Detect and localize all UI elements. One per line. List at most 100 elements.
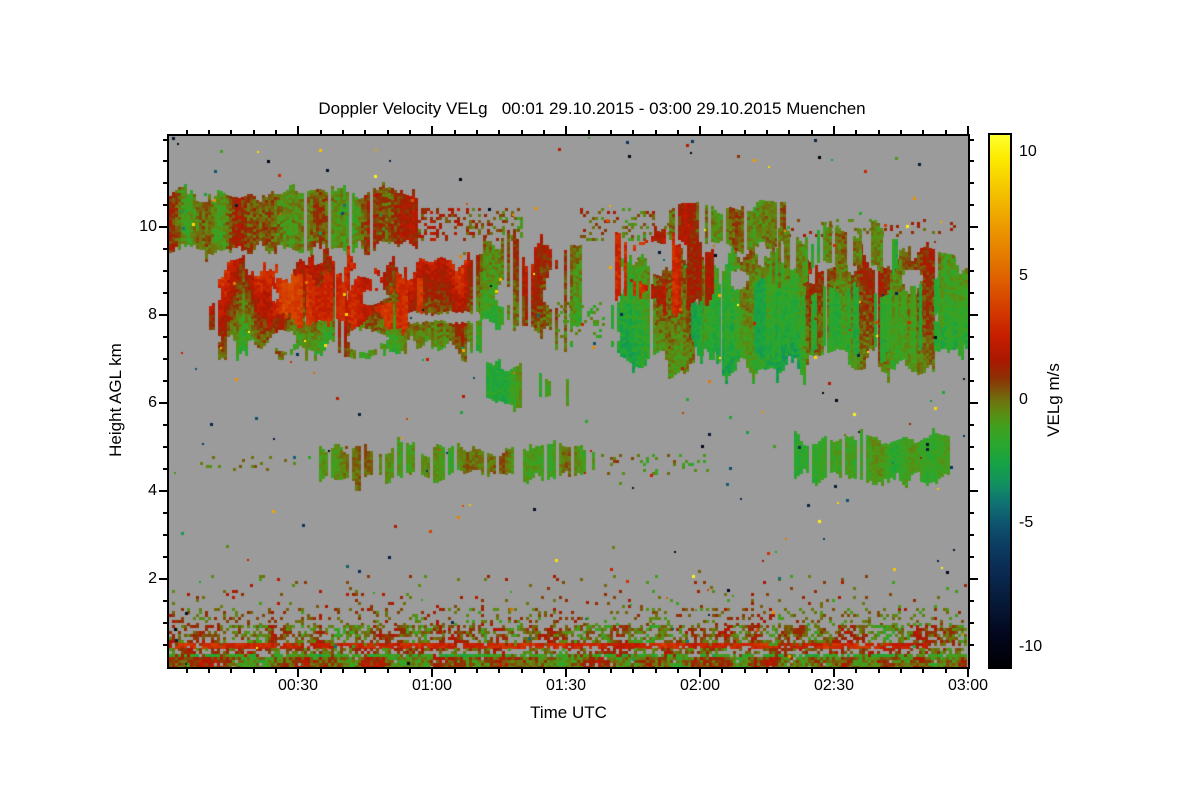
x-minor-tick-top: [230, 130, 232, 134]
x-major-tick-top: [297, 126, 299, 134]
x-minor-tick: [320, 669, 322, 673]
x-minor-tick-top: [476, 130, 478, 134]
chart-title: Doppler Velocity VELg 00:01 29.10.2015 -…: [318, 99, 866, 118]
y-minor-tick-right: [970, 336, 974, 338]
y-minor-tick-right: [970, 248, 974, 250]
y-minor-tick: [163, 292, 167, 294]
y-minor-tick-right: [970, 512, 974, 514]
x-minor-tick-top: [342, 130, 344, 134]
y-major-tick: [159, 314, 167, 316]
y-minor-tick-right: [970, 160, 974, 162]
x-minor-tick: [677, 669, 679, 673]
x-minor-tick: [721, 669, 723, 673]
x-minor-tick-top: [721, 130, 723, 134]
y-major-tick: [159, 402, 167, 404]
x-minor-tick-top: [744, 130, 746, 134]
x-minor-tick-top: [320, 130, 322, 134]
y-axis-title: Height AGL km: [106, 343, 125, 457]
x-minor-tick: [521, 669, 523, 673]
y-minor-tick: [163, 534, 167, 536]
x-minor-tick-top: [855, 130, 857, 134]
x-minor-tick: [454, 669, 456, 673]
x-major-tick: [833, 669, 835, 677]
x-minor-tick-top: [632, 130, 634, 134]
x-minor-tick-top: [409, 130, 411, 134]
y-major-tick: [159, 226, 167, 228]
y-major-tick: [159, 578, 167, 580]
x-minor-tick: [476, 669, 478, 673]
x-major-tick-top: [565, 126, 567, 134]
x-minor-tick-top: [364, 130, 366, 134]
x-minor-tick: [230, 669, 232, 673]
y-minor-tick: [163, 182, 167, 184]
x-minor-tick: [855, 669, 857, 673]
colorbar-tick-label: 5: [1019, 267, 1028, 284]
x-minor-tick-top: [766, 130, 768, 134]
y-minor-tick: [163, 358, 167, 360]
y-minor-tick: [163, 644, 167, 646]
y-major-tick-right: [970, 402, 978, 404]
x-major-tick: [565, 669, 567, 677]
y-tick-label: 10: [139, 218, 157, 235]
x-tick-label: 01:00: [411, 677, 453, 694]
x-minor-tick-top: [498, 130, 500, 134]
x-minor-tick-top: [811, 130, 813, 134]
x-major-tick: [699, 669, 701, 677]
y-minor-tick: [163, 446, 167, 448]
x-minor-tick-top: [543, 130, 545, 134]
x-minor-tick-top: [186, 130, 188, 134]
y-minor-tick: [163, 512, 167, 514]
x-minor-tick: [342, 669, 344, 673]
y-major-tick: [159, 490, 167, 492]
y-minor-tick-right: [970, 139, 974, 141]
x-minor-tick: [409, 669, 411, 673]
x-tick-label: 00:30: [277, 677, 319, 694]
x-major-tick-top: [699, 126, 701, 134]
colorbar: [988, 133, 1012, 669]
x-minor-tick-top: [521, 130, 523, 134]
x-minor-tick-top: [387, 130, 389, 134]
y-minor-tick-right: [970, 446, 974, 448]
x-major-tick-top: [431, 126, 433, 134]
y-tick-label: 2: [148, 570, 157, 587]
x-minor-tick: [788, 669, 790, 673]
colorbar-gradient: [990, 135, 1010, 667]
x-minor-tick-top: [677, 130, 679, 134]
x-minor-tick: [922, 669, 924, 673]
y-major-tick-right: [970, 314, 978, 316]
y-minor-tick: [163, 139, 167, 141]
x-minor-tick-top: [878, 130, 880, 134]
x-minor-tick: [610, 669, 612, 673]
y-minor-tick: [163, 622, 167, 624]
x-major-tick-top: [833, 126, 835, 134]
x-minor-tick: [900, 669, 902, 673]
x-minor-tick: [945, 669, 947, 673]
y-minor-tick-right: [970, 644, 974, 646]
x-minor-tick: [588, 669, 590, 673]
x-minor-tick: [253, 669, 255, 673]
x-minor-tick-top: [655, 130, 657, 134]
x-major-tick: [967, 669, 969, 677]
heatmap-canvas: [169, 136, 968, 667]
x-minor-tick-top: [454, 130, 456, 134]
x-minor-tick: [811, 669, 813, 673]
y-tick-label: 4: [148, 482, 157, 499]
colorbar-tick-label: -5: [1019, 514, 1034, 531]
x-minor-tick-top: [588, 130, 590, 134]
y-minor-tick: [163, 248, 167, 250]
x-minor-tick: [208, 669, 210, 673]
y-major-tick-right: [970, 490, 978, 492]
x-major-tick: [297, 669, 299, 677]
x-minor-tick-top: [275, 130, 277, 134]
y-minor-tick-right: [970, 424, 974, 426]
y-tick-label: 6: [148, 394, 157, 411]
x-minor-tick-top: [788, 130, 790, 134]
x-minor-tick: [364, 669, 366, 673]
x-minor-tick-top: [900, 130, 902, 134]
x-major-tick-top: [967, 126, 969, 134]
y-minor-tick: [163, 600, 167, 602]
y-minor-tick: [163, 270, 167, 272]
colorbar-tick-label: -10: [1019, 638, 1043, 655]
y-minor-tick-right: [970, 556, 974, 558]
x-tick-label: 02:00: [679, 677, 721, 694]
